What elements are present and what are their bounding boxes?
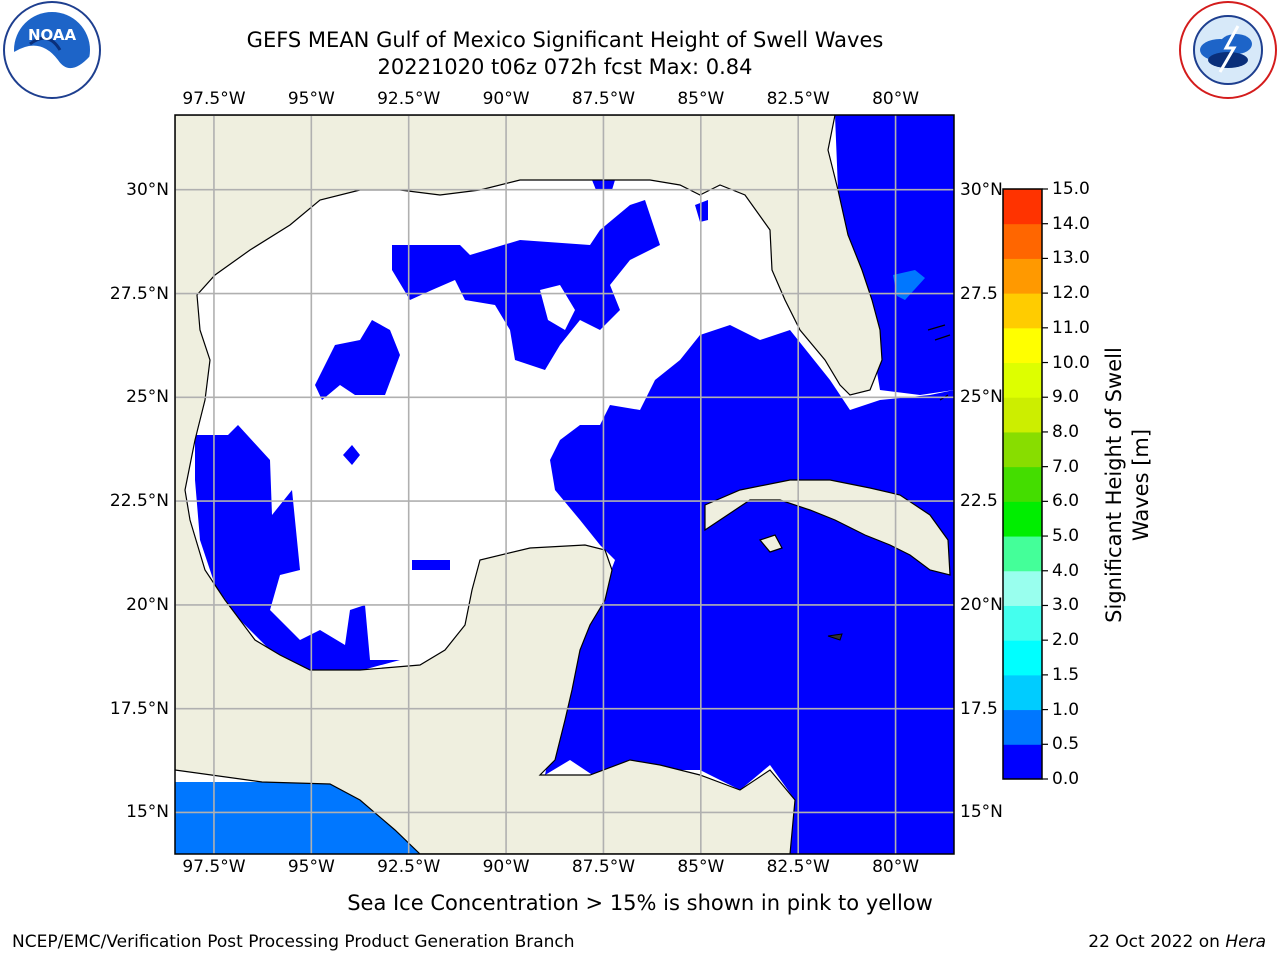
land-jamaica	[827, 633, 843, 641]
map-subtitle: 20221020 t06z 072h fcst Max: 0.84	[377, 55, 753, 79]
latitude-tick-label-left: 30°N	[126, 179, 169, 200]
colorbar-swatch	[1003, 223, 1042, 259]
colorbar-swatch	[1003, 431, 1042, 468]
colorbar-swatch	[1003, 327, 1042, 364]
swell-region-mid-west-gulf	[315, 320, 400, 400]
longitude-tick-label: 82.5°W	[766, 857, 830, 877]
longitude-tick-label: 87.5°W	[571, 857, 636, 877]
colorbar-swatch	[1003, 570, 1042, 606]
colorbar-swatch	[1003, 362, 1042, 398]
colorbar-tick-label: 15.0	[1052, 179, 1090, 199]
longitude-tick-label: 97.5°W	[182, 857, 246, 877]
colorbar-swatch	[1003, 501, 1042, 537]
colorbar-swatch	[1003, 536, 1042, 572]
colorbar-tick-label: 0.0	[1052, 769, 1080, 789]
latitude-tick-label-left: 25°N	[126, 387, 169, 408]
latitude-tick-label-left: 15°N	[126, 802, 169, 823]
colorbar-swatch	[1003, 397, 1042, 433]
colorbar-tick-label: 7.0	[1052, 456, 1080, 477]
longitude-tick-label: 90°W	[482, 89, 530, 109]
colorbar-tick-label: 14.0	[1052, 213, 1090, 234]
longitude-tick-label: 90°W	[482, 857, 530, 877]
land-isle-of-youth	[758, 534, 783, 553]
swell-region-west-gulf	[195, 425, 400, 680]
colorbar-tick-label: 8.0	[1052, 421, 1080, 442]
map-title: GEFS MEAN Gulf of Mexico Significant Hei…	[246, 28, 884, 52]
colorbar-tick-label: 2.0	[1052, 630, 1080, 651]
footer-date: 22 Oct 2022 on Hera	[1088, 932, 1266, 952]
longitude-tick-label: 92.5°W	[377, 89, 441, 109]
noaa-logo-icon: NOAA	[3, 1, 101, 99]
colorbar-tick-label: 11.0	[1052, 317, 1090, 338]
latitude-tick-label-right: 30°N	[960, 179, 1003, 200]
swell-patch-atlantic-light	[893, 270, 925, 300]
latitude-tick-label-right: 25°N	[960, 387, 1003, 408]
latitude-tick-label-left: 22.5°N	[109, 491, 169, 512]
longitude-tick-label: 95°W	[287, 857, 335, 877]
footer-branch: NCEP/EMC/Verification Post Processing Pr…	[12, 932, 575, 952]
longitude-tick-label: 85°W	[677, 89, 725, 109]
swell-region-atlantic	[835, 115, 954, 395]
colorbar-swatch	[1003, 605, 1042, 641]
swell-patch-campeche	[412, 560, 450, 570]
colorbar-swatch	[1003, 744, 1042, 780]
noaa-logo-text: NOAA	[28, 26, 77, 44]
longitude-tick-label: 80°W	[872, 89, 920, 109]
national-weather-service-logo-icon	[1179, 1, 1277, 99]
colorbar-tick-label: 0.5	[1052, 734, 1080, 755]
latitude-tick-label-left: 20°N	[126, 594, 169, 615]
colorbar-swatch	[1003, 258, 1042, 294]
swell-patch-small	[343, 445, 360, 465]
land-cuba	[704, 479, 951, 576]
colorbar-swatch	[1003, 189, 1042, 225]
colorbar-swatch	[1003, 293, 1042, 329]
colorbar-label: Significant Height of Swell Waves [m]	[1102, 347, 1153, 623]
latitude-tick-label-left: 27.5°N	[109, 283, 169, 304]
colorbar-swatch	[1003, 709, 1042, 745]
colorbar-frame	[1002, 188, 1043, 780]
longitude-tick-label: 80°W	[872, 857, 920, 877]
colorbar-swatch	[1003, 640, 1042, 676]
swell-region-central-gulf	[392, 200, 660, 370]
colorbar-swatch	[1003, 674, 1042, 711]
swell-region-central-gulf-hole	[540, 285, 575, 330]
latitude-tick-label-right: 17.5	[960, 698, 998, 719]
longitude-tick-label: 87.5°W	[571, 89, 636, 109]
colorbar-swatch	[1003, 466, 1042, 502]
longitude-tick-label: 82.5°W	[766, 89, 830, 109]
swell-region-caribbean	[545, 325, 954, 854]
map-frame	[174, 114, 955, 855]
colorbar-tick-label: 5.0	[1052, 526, 1080, 547]
latitude-tick-label-right: 15°N	[960, 802, 1003, 823]
longitude-tick-label: 95°W	[287, 89, 335, 109]
latitude-tick-label-right: 27.5	[960, 283, 998, 304]
colorbar-tick-label: 4.0	[1052, 560, 1080, 581]
colorbar-tick-label: 6.0	[1052, 491, 1080, 512]
longitude-tick-label: 85°W	[677, 857, 725, 877]
graticule	[175, 115, 954, 854]
colorbar-tick-label: 9.0	[1052, 387, 1080, 408]
sea-ice-note: Sea Ice Concentration > 15% is shown in …	[347, 891, 933, 915]
colorbar-tick-label: 1.0	[1052, 699, 1080, 720]
land-north-america	[175, 115, 883, 854]
colorbar-tick-label: 1.5	[1052, 664, 1080, 685]
latitude-tick-label-left: 17.5°N	[109, 698, 169, 719]
longitude-tick-label: 92.5°W	[377, 857, 441, 877]
longitude-tick-label: 97.5°W	[182, 89, 246, 109]
colorbar-tick-label: 13.0	[1052, 248, 1090, 269]
colorbar-tick-label: 10.0	[1052, 352, 1090, 373]
footer-host: Hera	[1225, 932, 1266, 952]
latitude-tick-label-right: 22.5	[960, 491, 998, 512]
colorbar-tick-label: 3.0	[1052, 595, 1080, 616]
footer-date-text: 22 Oct 2022 on	[1088, 932, 1226, 952]
colorbar-tick-label: 12.0	[1052, 283, 1090, 304]
latitude-tick-label-right: 20°N	[960, 594, 1003, 615]
